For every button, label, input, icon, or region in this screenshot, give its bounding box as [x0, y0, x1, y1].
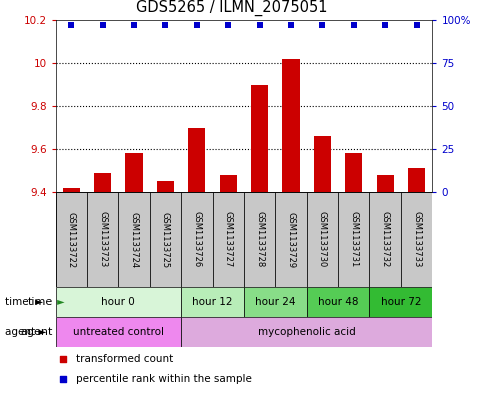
Text: hour 12: hour 12 — [192, 297, 233, 307]
Text: agent: agent — [21, 327, 53, 337]
Text: agent ►: agent ► — [5, 327, 46, 337]
Point — [130, 22, 138, 28]
Bar — [251, 84, 268, 192]
Bar — [275, 192, 307, 287]
Bar — [377, 175, 394, 192]
Text: ►: ► — [54, 297, 65, 307]
Text: GSM1133726: GSM1133726 — [192, 211, 201, 268]
Text: hour 48: hour 48 — [318, 297, 358, 307]
Bar — [150, 192, 181, 287]
Text: GSM1133723: GSM1133723 — [98, 211, 107, 268]
Bar — [369, 192, 401, 287]
Bar — [220, 175, 237, 192]
Point — [412, 22, 420, 28]
Bar — [87, 192, 118, 287]
Bar — [307, 287, 369, 317]
Bar — [408, 169, 425, 192]
Text: hour 24: hour 24 — [255, 297, 296, 307]
Text: mycophenolic acid: mycophenolic acid — [258, 327, 355, 337]
Bar — [181, 287, 244, 317]
Text: time: time — [28, 297, 53, 307]
Bar — [307, 192, 338, 287]
Bar — [56, 287, 181, 317]
Point — [161, 22, 170, 28]
Point — [382, 22, 389, 28]
Text: hour 72: hour 72 — [381, 297, 421, 307]
Text: GSM1133732: GSM1133732 — [381, 211, 390, 268]
Bar — [157, 181, 174, 192]
Text: hour 0: hour 0 — [101, 297, 135, 307]
Point — [59, 375, 67, 382]
Point — [287, 22, 295, 28]
Text: percentile rank within the sample: percentile rank within the sample — [76, 374, 252, 384]
Text: GSM1133724: GSM1133724 — [129, 211, 139, 268]
Text: GSM1133730: GSM1133730 — [318, 211, 327, 268]
Point — [319, 22, 327, 28]
Bar — [56, 192, 87, 287]
Text: untreated control: untreated control — [73, 327, 164, 337]
Text: GSM1133733: GSM1133733 — [412, 211, 421, 268]
Bar — [63, 188, 80, 192]
Bar — [213, 192, 244, 287]
Text: GSM1133727: GSM1133727 — [224, 211, 233, 268]
Point — [59, 356, 67, 362]
Text: GSM1133725: GSM1133725 — [161, 211, 170, 268]
Bar — [244, 287, 307, 317]
Bar — [369, 287, 432, 317]
Text: GSM1133729: GSM1133729 — [286, 211, 296, 268]
Bar — [56, 317, 181, 347]
Bar — [244, 192, 275, 287]
Bar — [345, 153, 362, 192]
Bar — [188, 128, 205, 192]
Point — [68, 22, 75, 28]
Text: time  ►: time ► — [5, 297, 43, 307]
Bar — [94, 173, 111, 192]
Bar — [338, 192, 369, 287]
Point — [193, 22, 201, 28]
Bar — [126, 153, 142, 192]
Bar — [401, 192, 432, 287]
Text: GSM1133728: GSM1133728 — [255, 211, 264, 268]
Point — [224, 22, 232, 28]
Point — [256, 22, 264, 28]
Text: GSM1133731: GSM1133731 — [349, 211, 358, 268]
Text: GSM1133722: GSM1133722 — [67, 211, 76, 268]
Bar — [314, 136, 331, 192]
Bar — [118, 192, 150, 287]
Bar — [283, 59, 299, 192]
Text: GDS5265 / ILMN_2075051: GDS5265 / ILMN_2075051 — [136, 0, 327, 16]
Point — [99, 22, 107, 28]
Bar — [181, 192, 213, 287]
Bar — [181, 317, 432, 347]
Text: transformed count: transformed count — [76, 354, 173, 364]
Point — [350, 22, 357, 28]
